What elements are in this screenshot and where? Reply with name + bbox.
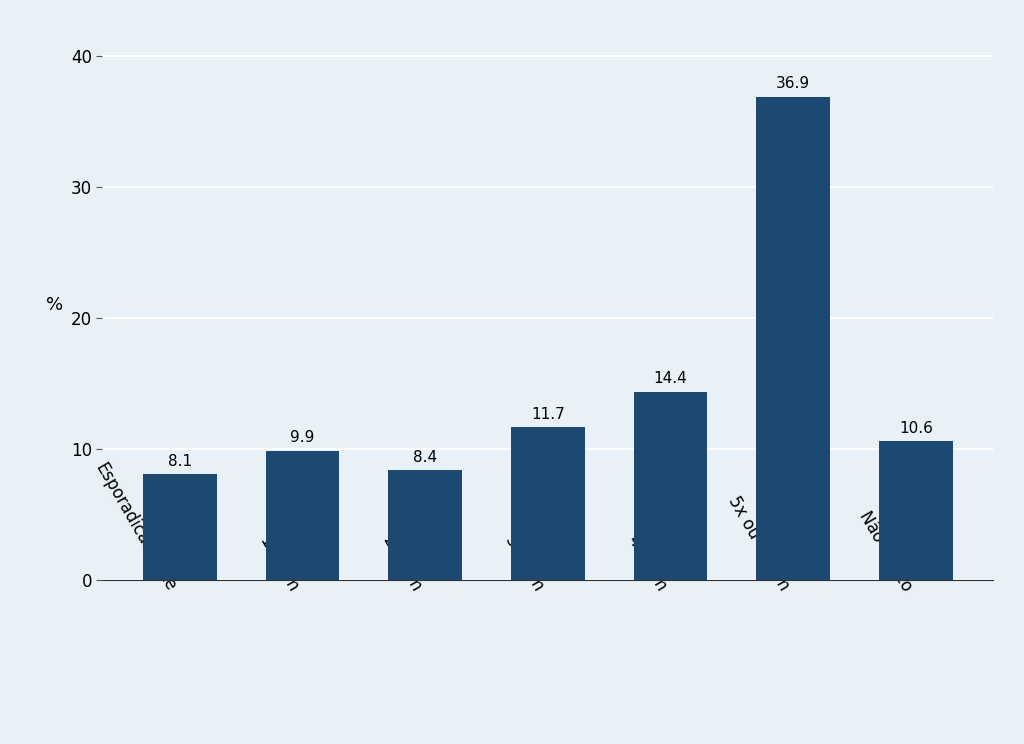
Text: 36.9: 36.9	[776, 77, 810, 92]
Bar	[880, 441, 952, 580]
Text: 8.1: 8.1	[168, 454, 191, 469]
Text: 14.4: 14.4	[653, 371, 687, 386]
Bar	[388, 470, 462, 580]
Text: 10.6: 10.6	[899, 421, 933, 436]
Bar	[511, 427, 585, 580]
Bar	[634, 391, 708, 580]
Bar	[265, 451, 339, 580]
Y-axis label: %: %	[46, 296, 62, 314]
Bar	[757, 97, 830, 580]
Text: 8.4: 8.4	[413, 450, 437, 465]
Text: 11.7: 11.7	[531, 407, 564, 422]
Text: 9.9: 9.9	[290, 430, 314, 446]
Bar	[143, 474, 216, 580]
